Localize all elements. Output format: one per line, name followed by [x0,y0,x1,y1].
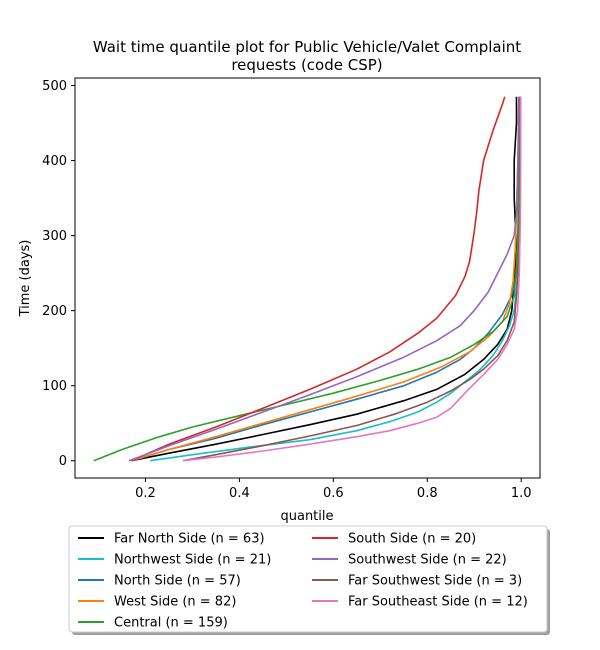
series-line-6 [128,96,520,462]
series-line-1 [150,96,522,462]
x-tick-label: 0.8 [417,486,438,501]
legend-label-6: Southwest Side (n = 22) [348,553,507,568]
series-line-0 [131,96,518,462]
chart-title-line1: Wait time quantile plot for Public Vehic… [93,38,521,56]
y-axis-label: Time (days) [18,240,33,318]
legend-box [68,525,548,633]
series-line-4 [93,96,521,462]
x-tick-label: 1.0 [511,486,532,501]
legend-label-3: West Side (n = 82) [114,595,236,610]
legend-label-1: Northwest Side (n = 21) [114,553,271,568]
x-tick-label: 0.4 [229,486,250,501]
y-axis: 0 100 200 300 400 500 [42,79,75,469]
series-layer [93,96,522,462]
y-tick-label: 0 [59,454,67,469]
x-axis: 0.2 0.4 0.6 0.8 1.0 [135,478,532,501]
y-tick-label: 500 [42,79,67,94]
legend: Far North Side (n = 63) Northwest Side (n… [68,525,550,635]
legend-label-7: Far Southwest Side (n = 3) [348,574,522,589]
series-line-3 [131,96,520,462]
series-line-8 [182,96,522,462]
x-tick-label: 0.2 [135,486,156,501]
y-tick-label: 200 [42,304,67,319]
legend-label-4: Central (n = 159) [114,616,228,631]
chart-title-line2: requests (code CSP) [231,56,382,74]
legend-label-8: Far Southeast Side (n = 12) [348,595,528,610]
legend-label-2: North Side (n = 57) [114,574,241,589]
x-tick-label: 0.6 [323,486,344,501]
series-line-7 [182,96,522,462]
x-axis-label: quantile [280,509,333,524]
series-line-2 [131,96,522,462]
series-line-5 [131,96,506,462]
y-tick-label: 300 [42,229,67,244]
legend-label-0: Far North Side (n = 63) [114,532,265,547]
y-tick-label: 100 [42,379,67,394]
y-tick-label: 400 [42,154,67,169]
legend-label-5: South Side (n = 20) [348,532,476,547]
plot-area-frame [74,77,541,479]
